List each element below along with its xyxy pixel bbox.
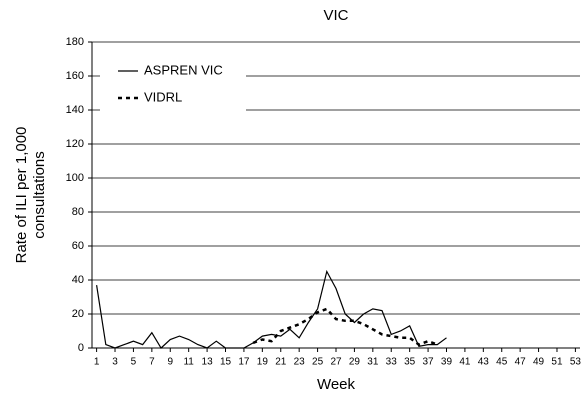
x-tick-label: 31	[367, 357, 379, 368]
x-tick-label: 33	[386, 357, 398, 368]
y-tick-label: 60	[72, 240, 84, 252]
x-tick-label: 19	[257, 357, 269, 368]
x-tick-label: 37	[423, 357, 435, 368]
x-tick-label: 53	[570, 357, 582, 368]
legend	[100, 55, 246, 119]
line-series	[96, 269, 447, 349]
x-tick-label: 49	[533, 357, 545, 368]
x-tick-label: 27	[330, 357, 342, 368]
y-tick-label: 120	[66, 138, 84, 150]
x-tick-label: 15	[220, 357, 232, 368]
x-tick-label: 51	[551, 357, 563, 368]
x-tick-label: 29	[349, 357, 361, 368]
x-tick-label: 13	[202, 357, 214, 368]
x-tick-label: 11	[183, 357, 194, 368]
y-tick-label: 0	[78, 342, 84, 354]
x-tick-label: 3	[112, 357, 118, 368]
x-tick-label: 39	[441, 357, 453, 368]
x-tick-label: 5	[131, 357, 137, 368]
chart-title: VIC	[323, 7, 348, 24]
x-tick-label: 35	[404, 357, 416, 368]
x-tick-label: 9	[167, 357, 173, 368]
y-tick-label: 40	[72, 274, 84, 286]
x-tick-label: 21	[275, 357, 287, 368]
x-tick-label: 45	[496, 357, 508, 368]
legend-label: ASPREN VIC	[144, 62, 223, 77]
x-tick-label: 47	[515, 357, 527, 368]
x-tick-label: 43	[478, 357, 490, 368]
y-tick-label: 100	[66, 172, 84, 184]
x-tick-label: 1	[94, 357, 100, 368]
y-tick-label: 140	[66, 104, 84, 116]
y-tick-label: 180	[66, 36, 84, 48]
x-tick-label: 25	[312, 357, 324, 368]
x-tick-label: 17	[238, 357, 250, 368]
y-tick-label: 160	[66, 70, 84, 82]
y-axis-label: consultations	[31, 151, 48, 239]
y-tick-label: 80	[72, 206, 84, 218]
legend-label: VIDRL	[144, 89, 182, 104]
x-tick-label: 41	[459, 357, 471, 368]
y-axis-label: Rate of ILI per 1,000	[13, 127, 30, 264]
x-axis-label: Week	[317, 376, 356, 393]
line-series	[252, 307, 438, 347]
y-tick-label: 20	[72, 308, 84, 320]
x-tick-label: 7	[149, 357, 155, 368]
x-tick-label: 23	[294, 357, 306, 368]
